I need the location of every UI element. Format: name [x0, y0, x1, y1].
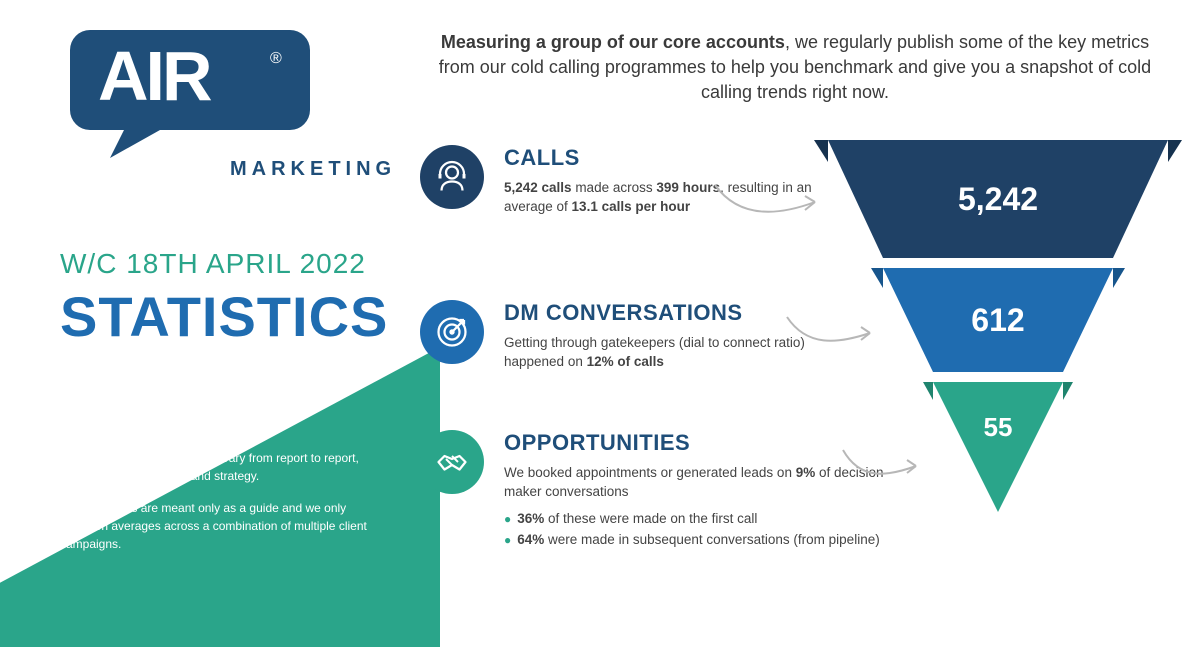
dm-icon-circle	[420, 300, 484, 364]
arrow-dm	[782, 312, 882, 358]
headset-icon	[434, 159, 470, 195]
registered-mark: ®	[270, 50, 282, 68]
target-icon	[434, 314, 470, 350]
handshake-icon	[434, 444, 470, 480]
disclaimer-2: *These figures are meant only as a guide…	[60, 499, 380, 553]
logo-bubble: AIR ® MARKETING	[70, 30, 310, 165]
page-title: STATISTICS	[60, 284, 388, 349]
disclaimer-1: *The accounts measured may vary from rep…	[60, 449, 380, 485]
intro-text: Measuring a group of our core accounts, …	[430, 30, 1160, 106]
brand-name: AIR	[98, 36, 210, 116]
metric-dm: DM CONVERSATIONS Getting through gatekee…	[420, 300, 814, 372]
brand-logo: AIR ® MARKETING	[70, 30, 310, 165]
arrow-calls	[710, 180, 830, 230]
date-line: W/C 18TH APRIL 2022	[60, 248, 366, 280]
funnel-value-2: 612	[971, 302, 1024, 339]
disclaimer: *The accounts measured may vary from rep…	[60, 449, 380, 567]
dm-desc: Getting through gatekeepers (dial to con…	[504, 334, 814, 372]
funnel-value-3: 55	[984, 412, 1013, 443]
opps-bullet-2: 64% were made in subsequent conversation…	[504, 529, 904, 551]
calls-icon-circle	[420, 145, 484, 209]
intro-bold: Measuring a group of our core accounts	[441, 32, 785, 52]
brand-subtext: MARKETING	[230, 158, 396, 181]
opps-icon-circle	[420, 430, 484, 494]
dm-title: DM CONVERSATIONS	[504, 300, 814, 326]
arrow-opps	[838, 445, 928, 489]
calls-title: CALLS	[504, 145, 814, 171]
funnel-segment-1: 5,242	[828, 140, 1168, 258]
funnel-value-1: 5,242	[958, 181, 1038, 218]
